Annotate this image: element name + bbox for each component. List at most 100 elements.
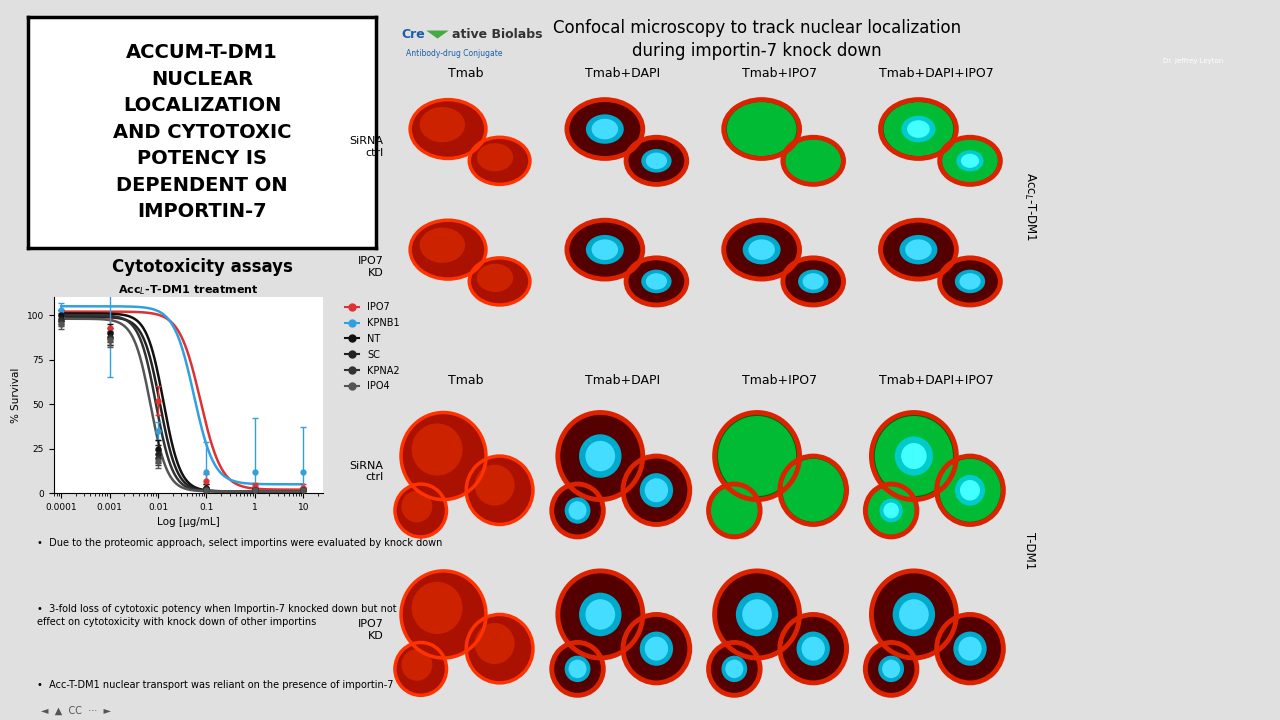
Text: ACCUM-T-DM1
NUCLEAR
LOCALIZATION
AND CYTOTOXIC
POTENCY IS
DEPENDENT ON
IMPORTIN-: ACCUM-T-DM1 NUCLEAR LOCALIZATION AND CYT… [113,43,292,222]
Circle shape [955,475,986,505]
Circle shape [591,119,618,140]
Text: IPO7
KD: IPO7 KD [357,256,384,278]
Circle shape [937,614,1004,683]
Circle shape [940,138,1001,184]
Text: Tmab+IPO7: Tmab+IPO7 [742,374,818,387]
Text: ative Biolabs: ative Biolabs [452,28,543,41]
Text: Tmab: Tmab [448,67,484,80]
Circle shape [412,582,462,634]
Circle shape [797,270,828,293]
Circle shape [420,228,465,263]
Circle shape [872,571,956,658]
Circle shape [568,501,586,520]
Circle shape [882,660,900,678]
Circle shape [780,456,846,524]
Circle shape [579,434,622,478]
Circle shape [586,114,623,144]
Circle shape [786,139,841,182]
Text: IPO7
KD: IPO7 KD [357,619,384,641]
Text: SiRNA
ctrl: SiRNA ctrl [349,136,384,158]
Circle shape [874,416,954,496]
Text: SiRNA
ctrl: SiRNA ctrl [349,461,384,482]
Circle shape [899,599,929,630]
Circle shape [796,631,829,666]
Circle shape [709,642,760,696]
Circle shape [879,498,902,523]
Circle shape [900,235,937,264]
Circle shape [714,413,800,500]
Text: Confocal microscopy to track nuclear localization
during importin-7 knock down: Confocal microscopy to track nuclear loc… [553,19,961,60]
Circle shape [868,486,915,535]
Circle shape [626,258,687,305]
Circle shape [940,459,1001,522]
Circle shape [954,631,987,666]
Circle shape [558,571,643,658]
Circle shape [552,642,603,696]
Circle shape [959,636,982,661]
Circle shape [780,614,846,683]
Circle shape [646,153,667,169]
Circle shape [564,498,590,523]
Circle shape [567,99,643,158]
Circle shape [402,649,433,681]
Text: ◄  ▲  CC  ···  ►: ◄ ▲ CC ··· ► [41,706,111,716]
Circle shape [727,102,796,156]
Text: Tmab+DAPI: Tmab+DAPI [585,374,660,387]
Text: T-DM1: T-DM1 [1023,532,1036,570]
Circle shape [749,239,774,260]
Circle shape [908,120,929,138]
Text: Tmab: Tmab [448,374,484,387]
Text: Dr. Jeffrey Leyton: Dr. Jeffrey Leyton [1164,58,1224,64]
Circle shape [881,220,956,279]
Circle shape [623,456,690,524]
Text: Tmab+DAPI+IPO7: Tmab+DAPI+IPO7 [879,67,995,80]
Circle shape [801,636,824,661]
Text: •  3-fold loss of cytotoxic potency when Importin-7 knocked down but not
effect : • 3-fold loss of cytotoxic potency when … [37,604,397,627]
Circle shape [640,473,673,508]
Circle shape [564,656,590,682]
Circle shape [567,220,643,279]
Circle shape [558,413,643,500]
Circle shape [420,107,465,143]
Text: Acc$_L$-T-DM1: Acc$_L$-T-DM1 [1021,172,1037,242]
Circle shape [892,593,936,636]
Text: Tmab+IPO7: Tmab+IPO7 [742,67,818,80]
Circle shape [783,258,844,305]
Circle shape [579,593,622,636]
Circle shape [466,614,532,683]
Circle shape [901,116,936,143]
Circle shape [466,456,532,524]
Circle shape [942,139,998,182]
Y-axis label: % Survival: % Survival [12,368,22,423]
Circle shape [865,642,916,696]
Text: Antibody-drug Conjugate: Antibody-drug Conjugate [406,49,503,58]
Circle shape [568,660,586,678]
Circle shape [470,258,530,305]
Circle shape [895,436,933,476]
Circle shape [901,443,927,469]
Text: •  Due to the proteomic approach, select importins were evaluated by knock down: • Due to the proteomic approach, select … [37,538,443,548]
Circle shape [783,138,844,184]
Legend: IPO7, KPNB1, NT, SC, KPNA2, IPO4: IPO7, KPNB1, NT, SC, KPNA2, IPO4 [340,298,403,395]
Title: Acc$_L$-T-DM1 treatment: Acc$_L$-T-DM1 treatment [118,283,259,297]
Circle shape [410,99,486,158]
Circle shape [905,239,932,260]
Circle shape [585,599,616,630]
Circle shape [591,239,618,260]
Circle shape [736,593,778,636]
Circle shape [960,480,980,500]
Circle shape [742,599,772,630]
Circle shape [470,138,530,184]
Circle shape [710,486,758,535]
Circle shape [646,273,667,289]
Circle shape [401,413,486,500]
Polygon shape [426,30,449,39]
Circle shape [475,464,515,505]
Circle shape [722,656,748,682]
Circle shape [641,270,672,293]
Circle shape [640,631,673,666]
Circle shape [586,235,623,264]
Circle shape [955,270,986,293]
Circle shape [723,220,800,279]
Circle shape [782,459,844,522]
